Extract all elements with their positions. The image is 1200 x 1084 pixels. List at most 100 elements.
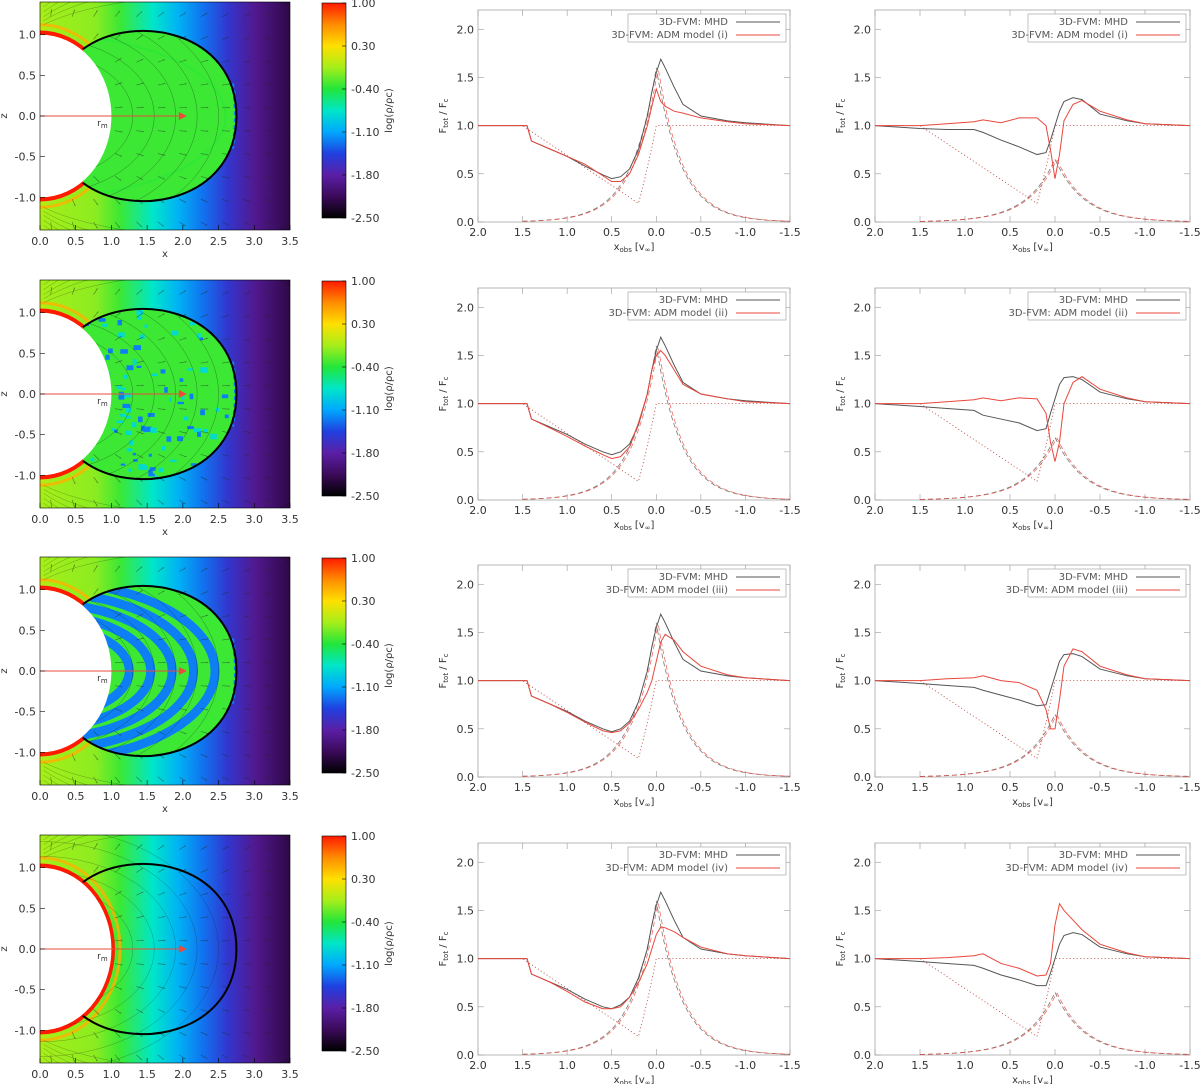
density-y-tick: 1.0 bbox=[19, 307, 37, 320]
legend: 3D-FVM: MHD 3D-FVM: ADM model (i) bbox=[1011, 13, 1187, 43]
density-x-tick: 3.0 bbox=[246, 1068, 264, 1081]
series-line-mhd bbox=[478, 335, 790, 456]
colorbar-tick: -0.40 bbox=[351, 638, 379, 651]
density-x-label: x bbox=[162, 804, 168, 815]
x-tick-label: 1.5 bbox=[911, 781, 929, 794]
legend-entry-adm: 3D-FVM: ADM model (iii) bbox=[1006, 585, 1128, 596]
density-x-tick: 0.0 bbox=[31, 513, 49, 526]
y-axis-label: Ftot / Fc bbox=[438, 653, 450, 688]
colorbar: 1.00 0.30 -0.40 -1.10 -1.80 -2.50 log(ρ/ρc) bbox=[321, 830, 395, 1058]
y-tick-label: 1.5 bbox=[854, 904, 872, 917]
density-x-tick: 2.5 bbox=[210, 513, 228, 526]
density-x-tick: 2.0 bbox=[174, 1068, 192, 1081]
radius-marker bbox=[178, 667, 187, 675]
x-axis-label: xobs [v∞] bbox=[1012, 520, 1053, 532]
density-x-tick: 0.5 bbox=[67, 1068, 85, 1081]
plot-frame bbox=[874, 842, 1191, 1056]
density-y-tick: -0.5 bbox=[15, 429, 36, 442]
x-tick-label: -1.0 bbox=[1134, 226, 1155, 239]
x-tick-label: 1.5 bbox=[514, 1059, 532, 1072]
x-axis-label: xobs [v∞] bbox=[614, 242, 655, 254]
colorbar-label: log(ρ/ρc) bbox=[384, 921, 395, 966]
y-tick-label: 0.0 bbox=[457, 1049, 475, 1062]
colorbar-tick: 1.00 bbox=[351, 830, 376, 843]
x-tick-label: -1.0 bbox=[1134, 1059, 1155, 1072]
density-x-tick: 2.5 bbox=[210, 790, 228, 803]
y-tick-label: 0.5 bbox=[457, 168, 475, 181]
density-x-tick: 3.5 bbox=[281, 513, 299, 526]
x-tick-label: 1.5 bbox=[514, 781, 532, 794]
profile-panel-right: 2.0 1.5 1.0 0.5 0.0 -0.5 -1.0 -1.5 0.0 0.5 1.0 1.5 2… bbox=[835, 9, 1200, 254]
colorbar-tick: -1.80 bbox=[351, 724, 379, 737]
plot-area bbox=[875, 648, 1190, 777]
legend-entry-mhd: 3D-FVM: MHD bbox=[659, 17, 729, 28]
x-tick-label: -1.0 bbox=[735, 1059, 756, 1072]
colorbar-tick: 0.30 bbox=[351, 873, 376, 886]
y-axis-label: Ftot / Fc bbox=[438, 376, 450, 411]
legend-entry-mhd: 3D-FVM: MHD bbox=[1059, 295, 1129, 306]
colorbar-tick: -1.10 bbox=[351, 959, 379, 972]
component-emission bbox=[522, 348, 790, 500]
density-x-tick: 3.5 bbox=[281, 1068, 299, 1081]
plot-area bbox=[478, 335, 790, 500]
y-axis-label: Ftot / Fc bbox=[835, 376, 847, 411]
figure-row-4: rm 0.0 0.5 1.0 1.5 2.0 2.5 3.0 3.5 -1.0 -0.5 0.0 0.5… bbox=[0, 830, 1200, 1084]
y-tick-label: 2.0 bbox=[457, 578, 475, 591]
series-line-adm bbox=[478, 349, 790, 460]
colorbar-tick: -1.10 bbox=[351, 126, 379, 139]
colorbar-tick: 1.00 bbox=[351, 552, 376, 565]
x-tick-label: -0.5 bbox=[690, 226, 711, 239]
y-tick-label: 1.0 bbox=[854, 675, 872, 688]
colorbar-tick: 0.30 bbox=[351, 595, 376, 608]
x-tick-label: 0.5 bbox=[603, 226, 621, 239]
y-tick-label: 0.5 bbox=[854, 168, 872, 181]
x-tick-label: -1.5 bbox=[779, 504, 800, 517]
radius-marker bbox=[178, 945, 187, 953]
series-line-adm bbox=[875, 902, 1190, 977]
x-tick-label: 0.5 bbox=[1001, 1059, 1019, 1072]
x-tick-label: -1.5 bbox=[779, 226, 800, 239]
x-tick-label: -1.0 bbox=[735, 781, 756, 794]
series-line-mhd bbox=[875, 932, 1190, 987]
radius-marker bbox=[178, 390, 187, 398]
density-y-tick: 1.0 bbox=[19, 29, 37, 42]
x-tick-label: 1.0 bbox=[558, 781, 576, 794]
profile-panel-right: 2.0 1.5 1.0 0.5 0.0 -0.5 -1.0 -1.5 0.0 0.5 1.0 1.5 2… bbox=[835, 287, 1200, 532]
x-tick-label: -1.5 bbox=[1179, 781, 1200, 794]
x-tick-label: -0.5 bbox=[690, 781, 711, 794]
x-tick-label: 0.5 bbox=[603, 781, 621, 794]
x-tick-label: 1.0 bbox=[956, 781, 974, 794]
legend-entry-adm: 3D-FVM: ADM model (iv) bbox=[605, 863, 728, 874]
component-absorption bbox=[478, 680, 790, 760]
density-y-tick: 0.5 bbox=[19, 624, 37, 637]
legend-entry-mhd: 3D-FVM: MHD bbox=[659, 295, 729, 306]
x-axis-label: xobs [v∞] bbox=[614, 1075, 655, 1084]
density-y-tick: 0.5 bbox=[19, 902, 37, 915]
x-tick-label: 2.0 bbox=[469, 504, 487, 517]
colorbar-tick: -1.80 bbox=[351, 1002, 379, 1015]
density-panel: rm 0.0 0.5 1.0 1.5 2.0 2.5 3.0 3.5 -1.0 -0.5 0.0 0.5… bbox=[0, 834, 299, 1084]
component-absorption bbox=[478, 403, 790, 483]
y-tick-label: 1.5 bbox=[457, 71, 475, 84]
series-line-adm bbox=[875, 100, 1190, 179]
plot-area bbox=[478, 612, 790, 777]
y-axis-label: Ftot / Fc bbox=[438, 931, 450, 966]
density-x-tick: 2.0 bbox=[174, 513, 192, 526]
legend: 3D-FVM: MHD 3D-FVM: ADM model (ii) bbox=[609, 291, 787, 321]
legend: 3D-FVM: MHD 3D-FVM: ADM model (iv) bbox=[605, 846, 787, 876]
component-emission bbox=[919, 159, 1190, 222]
colorbar-bar bbox=[321, 557, 347, 774]
x-axis-label: xobs [v∞] bbox=[1012, 242, 1053, 254]
colorbar-label: log(ρ/ρc) bbox=[384, 366, 395, 411]
x-tick-label: 2.0 bbox=[469, 1059, 487, 1072]
density-x-tick: 1.5 bbox=[138, 1068, 156, 1081]
colorbar-bar bbox=[321, 835, 347, 1052]
y-tick-label: 1.5 bbox=[854, 349, 872, 362]
profile-panel-left: 2.0 1.5 1.0 0.5 0.0 -0.5 -1.0 -1.5 0.0 0.5 1.0 1.5 2… bbox=[438, 287, 801, 532]
density-y-tick: -1.0 bbox=[15, 1024, 36, 1037]
radius-marker bbox=[178, 112, 187, 120]
x-tick-label: 0.0 bbox=[648, 226, 666, 239]
profile-panel-left: 2.0 1.5 1.0 0.5 0.0 -0.5 -1.0 -1.5 0.0 0.5 1.0 1.5 2… bbox=[438, 564, 801, 809]
y-axis-label: Ftot / Fc bbox=[438, 98, 450, 133]
legend: 3D-FVM: MHD 3D-FVM: ADM model (i) bbox=[611, 13, 787, 43]
